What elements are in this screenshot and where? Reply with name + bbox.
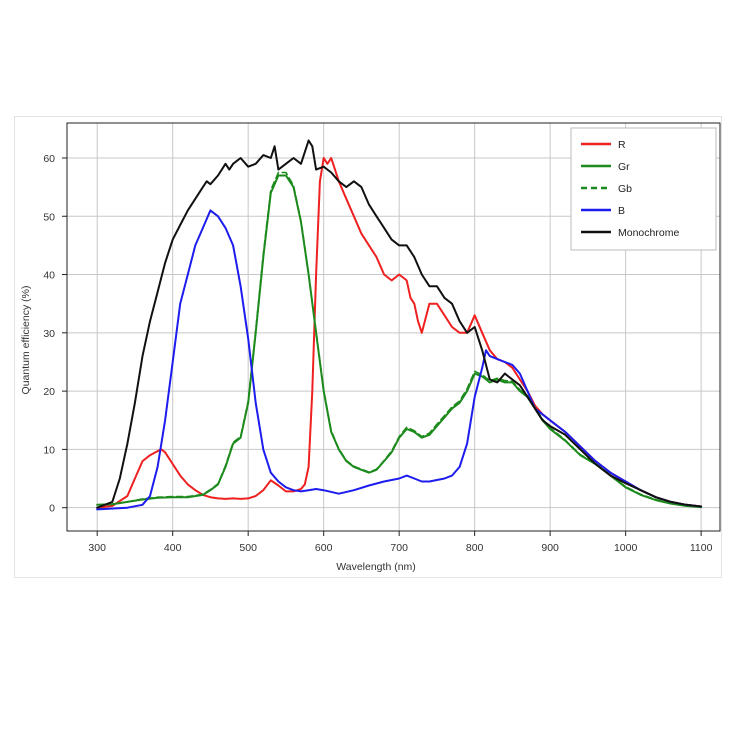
x-tick-label: 300: [88, 542, 106, 554]
plot-border: [66, 122, 721, 532]
y-tick-label: 40: [43, 270, 55, 282]
legend-label-b: B: [618, 205, 625, 217]
y-tick-label: 0: [49, 503, 55, 515]
legend: R Gr Gb B Monochrome: [570, 127, 717, 251]
x-tick-label: 1100: [690, 542, 713, 554]
x-tick-label: 1000: [614, 542, 638, 554]
legend-label-r: R: [618, 139, 626, 151]
y-tick-label: 50: [43, 211, 55, 223]
x-axis-title: Wavelength (nm): [336, 561, 416, 573]
series-layer: [96, 139, 703, 511]
legend-label-gr: Gr: [618, 161, 630, 173]
legend-label-monochrome: Monochrome: [618, 227, 679, 239]
y-tick-label: 30: [43, 328, 55, 340]
axis-layer: 300 400 500 600 700 800 900 1000 1100 0 10 20 30 40 50…: [43, 153, 712, 554]
y-tick-label: 60: [43, 153, 55, 165]
x-tick-label: 800: [466, 542, 484, 554]
chart-svg: 300 400 500 600 700 800 900 1000 1100 0 10 20 30 40 50…: [20, 122, 721, 573]
y-tick-label: 20: [43, 386, 55, 398]
x-tick-label: 500: [239, 542, 257, 554]
x-tick-label: 400: [164, 542, 182, 554]
x-tick-label: 700: [390, 542, 408, 554]
series-line-b: [96, 209, 703, 511]
y-axis-title: Quantum efficiency (%): [20, 286, 32, 395]
chart-frame: 300 400 500 600 700 800 900 1000 1100 0 10 20 30 40 50…: [14, 116, 722, 578]
x-tick-label: 900: [541, 542, 559, 554]
x-tick-label: 600: [315, 542, 333, 554]
series-line-monochrome: [96, 139, 703, 509]
legend-label-gb: Gb: [618, 183, 632, 195]
y-tick-label: 10: [43, 444, 55, 456]
